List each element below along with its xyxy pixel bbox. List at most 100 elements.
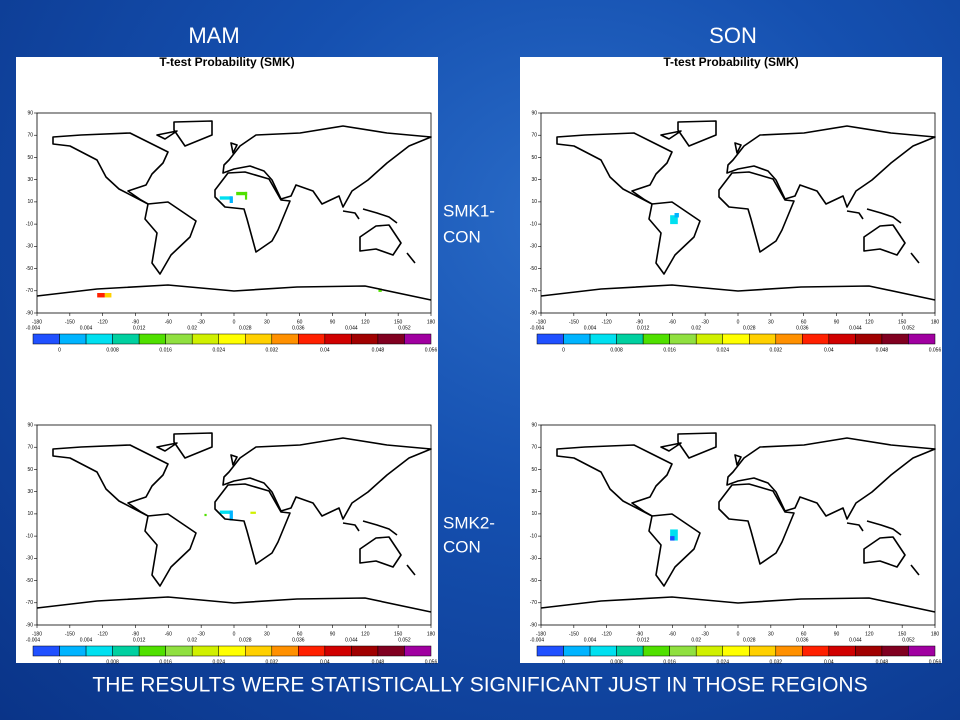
significant-cell xyxy=(236,191,248,196)
colorbar-swatch xyxy=(298,333,326,345)
lon-tick-label: 120 xyxy=(361,631,370,637)
colorbar-label: 0 xyxy=(562,347,565,353)
lat-tick-label: -90 xyxy=(26,310,33,316)
colorbar-swatch xyxy=(245,645,273,657)
colorbar-swatch xyxy=(802,645,830,657)
colorbar-label: 0.02 xyxy=(187,637,197,643)
panel-title: T-test Probability (SMK) xyxy=(663,55,798,69)
lat-tick-label: -90 xyxy=(530,622,537,628)
significant-cell xyxy=(104,293,112,298)
colorbar-swatch xyxy=(589,333,617,345)
lat-tick-label: 30 xyxy=(531,489,537,495)
colorbar-swatch xyxy=(85,333,113,345)
colorbar-swatch xyxy=(59,333,87,345)
lon-tick-label: 30 xyxy=(768,631,774,637)
lon-tick-label: 180 xyxy=(427,631,436,637)
map-panel: -180 -150 -120 -90 -60 -30 0 30 60 90 120 150 180 90 7… xyxy=(16,363,438,665)
colorbar-swatch xyxy=(191,333,219,345)
colorbar-label: 0.008 xyxy=(106,659,119,665)
colorbar-label: 0.024 xyxy=(716,347,729,353)
row-label: SMK1- xyxy=(443,201,495,220)
colorbar-swatch xyxy=(32,333,60,345)
colorbar-label: 0.036 xyxy=(796,325,809,331)
lon-tick-label: -30 xyxy=(702,319,709,325)
lon-tick-label: -90 xyxy=(132,319,139,325)
lon-tick-label: 90 xyxy=(330,319,336,325)
row-label: CON xyxy=(443,227,481,246)
colorbar-label: 0.052 xyxy=(398,325,411,331)
panel-title: T-test Probability (SMK) xyxy=(159,55,294,69)
lon-tick-label: 60 xyxy=(801,319,807,325)
lon-tick-label: 180 xyxy=(931,631,940,637)
colorbar-label: 0.008 xyxy=(610,347,623,353)
lat-tick-label: 70 xyxy=(531,133,537,139)
lat-tick-label: -90 xyxy=(26,622,33,628)
lon-tick-label: -90 xyxy=(636,319,643,325)
colorbar-swatch xyxy=(616,333,644,345)
colorbar-label: 0.044 xyxy=(849,637,862,643)
lat-tick-label: -30 xyxy=(530,244,537,250)
colorbar-swatch xyxy=(112,645,140,657)
lon-tick-label: 0 xyxy=(233,631,236,637)
lon-tick-label: 90 xyxy=(330,631,336,637)
colorbar-label: 0.016 xyxy=(663,347,676,353)
lat-tick-label: -70 xyxy=(26,288,33,294)
lon-tick-label: 150 xyxy=(394,631,403,637)
colorbar-label: 0.024 xyxy=(716,659,729,665)
colorbar-swatch xyxy=(669,333,697,345)
lon-tick-label: -180 xyxy=(32,631,42,637)
lat-tick-label: 70 xyxy=(531,445,537,451)
lon-tick-label: 0 xyxy=(233,319,236,325)
colorbar-swatch xyxy=(324,645,352,657)
colorbar-label: 0.016 xyxy=(663,659,676,665)
colorbar-swatch xyxy=(563,333,591,345)
colorbar-label: 0.056 xyxy=(929,347,942,353)
colorbar-label: 0.012 xyxy=(637,325,650,331)
colorbar-swatch xyxy=(775,645,803,657)
colorbar-swatch xyxy=(908,333,936,345)
colorbar-label: 0.024 xyxy=(212,659,225,665)
significant-cell xyxy=(244,191,248,200)
lon-tick-label: -180 xyxy=(536,631,546,637)
lon-tick-label: 120 xyxy=(865,319,874,325)
lat-tick-label: -10 xyxy=(26,533,33,539)
colorbar-label: 0.032 xyxy=(266,347,279,353)
colorbar-swatch xyxy=(695,645,723,657)
colorbar-swatch xyxy=(908,645,936,657)
colorbar-swatch xyxy=(218,645,246,657)
colorbar-swatch xyxy=(642,333,670,345)
colorbar-label: 0.036 xyxy=(796,637,809,643)
lat-tick-label: -10 xyxy=(530,221,537,227)
colorbar-swatch xyxy=(722,645,750,657)
lon-tick-label: -120 xyxy=(98,319,108,325)
colorbar-label: -0.004 xyxy=(530,325,544,331)
significant-cell xyxy=(670,536,675,541)
lat-tick-label: -10 xyxy=(530,533,537,539)
significant-cell xyxy=(97,293,105,298)
colorbar-swatch xyxy=(59,645,87,657)
colorbar-label: 0.02 xyxy=(691,325,701,331)
row-label: SMK2- xyxy=(443,513,495,532)
colorbar-label: 0.044 xyxy=(849,325,862,331)
colorbar-label: 0.044 xyxy=(345,325,358,331)
significant-cell xyxy=(670,529,678,541)
colorbar-label: 0.04 xyxy=(824,659,834,665)
lat-tick-label: -70 xyxy=(26,600,33,606)
lon-tick-label: 30 xyxy=(264,631,270,637)
colorbar-label: 0.032 xyxy=(266,659,279,665)
colorbar-label: 0.04 xyxy=(320,659,330,665)
colorbar-swatch xyxy=(112,333,140,345)
colorbar-label: 0.02 xyxy=(691,637,701,643)
colorbar-label: -0.004 xyxy=(26,637,40,643)
panel-background xyxy=(520,57,942,363)
colorbar-label: 0.056 xyxy=(425,659,438,665)
lon-tick-label: 150 xyxy=(898,631,907,637)
lat-tick-label: 50 xyxy=(531,155,537,161)
colorbar-swatch xyxy=(404,645,432,657)
lon-tick-label: 150 xyxy=(394,319,403,325)
lat-tick-label: 50 xyxy=(27,155,33,161)
lon-tick-label: -90 xyxy=(132,631,139,637)
colorbar-swatch xyxy=(351,333,379,345)
colorbar-swatch xyxy=(802,333,830,345)
